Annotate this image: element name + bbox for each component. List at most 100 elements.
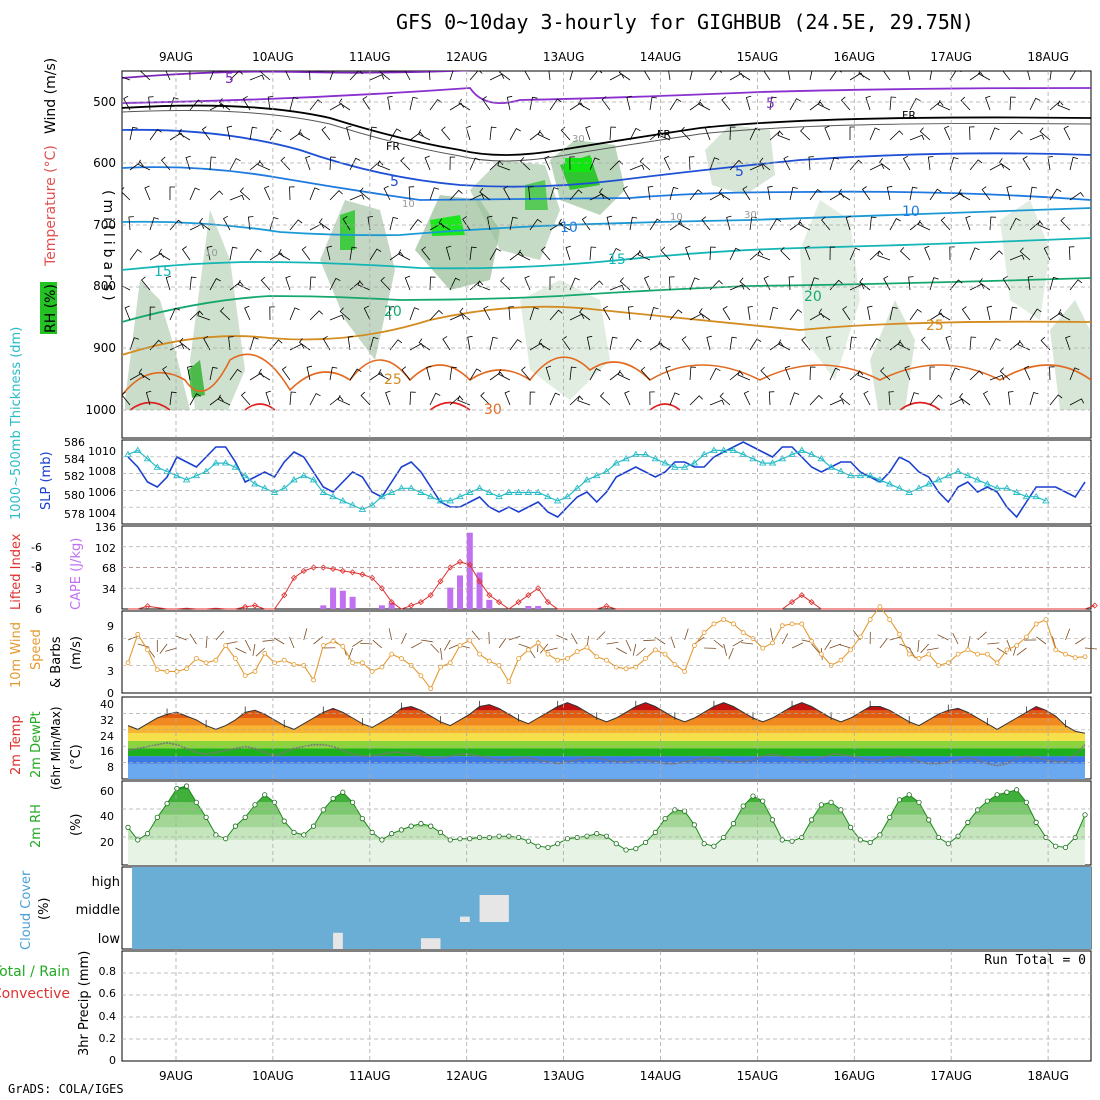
wind-speed-marker xyxy=(711,621,717,627)
thickness-marker xyxy=(192,471,201,479)
cape-bar xyxy=(535,605,542,609)
upper-wind-barb xyxy=(1019,247,1031,261)
upper-wind-barb xyxy=(726,215,732,231)
upper-wind-barb xyxy=(362,96,371,111)
upper-wind-barb xyxy=(937,99,951,111)
upper-wind-barb xyxy=(349,194,365,201)
upper-wind-barb xyxy=(629,164,645,171)
thickness-marker xyxy=(983,480,992,487)
upper-wind-barb xyxy=(908,276,914,291)
thickness-marker xyxy=(456,492,464,500)
rh-marker xyxy=(740,803,746,809)
upper-wind-barb xyxy=(578,98,591,111)
thickness-marker xyxy=(876,476,884,483)
upper-wind-barb xyxy=(367,216,373,231)
wind-speed-marker xyxy=(994,660,1000,666)
upper-wind-barb xyxy=(449,102,465,111)
cape-bar xyxy=(339,590,346,609)
slp-tick: 1010 xyxy=(88,445,116,458)
upper-wind-barb xyxy=(949,246,955,261)
upper-wind-barb xyxy=(769,306,779,321)
upper-wind-barb xyxy=(849,126,855,140)
upper-wind-barb xyxy=(629,216,638,231)
upper-wind-barb xyxy=(589,71,603,81)
rh-marker xyxy=(389,831,395,837)
date-label-bottom: 11AUG xyxy=(349,1069,391,1083)
thickness-marker xyxy=(544,492,552,500)
wind-speed-marker xyxy=(731,621,736,627)
upper-wind-barb xyxy=(129,161,144,171)
freezing-level-label: FR xyxy=(657,128,671,141)
upper-wind-barb xyxy=(369,372,384,381)
upper-wind-barb xyxy=(429,222,445,231)
li-marker xyxy=(417,599,425,606)
temp-title-2: 2m DewPt xyxy=(29,711,44,778)
cape-tick: 102 xyxy=(95,542,116,555)
upper-wind-barb xyxy=(289,186,295,201)
upper-wind-barb xyxy=(1029,186,1037,201)
upper-wind-barb xyxy=(867,305,873,321)
wind-speed-marker xyxy=(145,647,150,653)
upper-wind-barb xyxy=(258,368,271,381)
upper-wind-barb xyxy=(249,248,262,261)
rh-marker xyxy=(418,821,424,827)
precip-title-convective: Convective xyxy=(0,986,70,1002)
upper-wind-barb xyxy=(929,101,944,111)
wind-speed-marker xyxy=(740,630,746,635)
rh-marker xyxy=(144,831,151,837)
rh-marker xyxy=(965,819,971,825)
wind-barb xyxy=(732,639,744,647)
li-marker xyxy=(242,603,249,610)
temperature-contours xyxy=(122,71,1091,411)
upper-wind-barb xyxy=(678,219,691,231)
upper-wind-barb xyxy=(269,128,282,141)
rh-marker xyxy=(271,799,278,805)
rh-marker xyxy=(379,837,385,843)
cape-bar xyxy=(447,587,454,609)
upper-wind-barb xyxy=(824,125,831,141)
upper-wind-barb xyxy=(285,275,291,291)
rh-marker xyxy=(838,807,844,813)
li-marker xyxy=(456,558,464,566)
rh-marker xyxy=(711,843,717,849)
upper-wind-barb xyxy=(229,157,241,171)
upper-wind-barb xyxy=(959,392,971,406)
upper-wind-barb xyxy=(565,245,571,261)
contour-label-10: 10 xyxy=(902,204,920,220)
thickness-marker xyxy=(739,450,748,458)
upper-wind-barb xyxy=(389,251,404,261)
li-marker xyxy=(251,602,259,609)
wind-axis-title: Wind (m/s) xyxy=(43,58,59,134)
wind-speed-marker xyxy=(281,657,287,663)
upper-wind-barb xyxy=(429,276,436,291)
upper-wind-barb xyxy=(497,369,511,381)
rh-marker xyxy=(232,823,239,829)
upper-wind-barb xyxy=(757,250,771,261)
date-label-bottom: 12AUG xyxy=(446,1069,488,1083)
wind-speed-marker xyxy=(379,664,385,670)
upper-wind-barb xyxy=(145,390,152,406)
upper-wind-barb xyxy=(409,131,424,141)
wind-speed-marker xyxy=(809,638,814,644)
wind-barb xyxy=(352,639,363,647)
upper-wind-barb xyxy=(544,155,551,171)
upper-wind-barb xyxy=(449,366,457,381)
rh-marker xyxy=(789,838,795,844)
rh-marker xyxy=(848,824,854,830)
upper-wind-barb xyxy=(689,101,704,111)
li-marker xyxy=(515,599,522,606)
upper-wind-barb xyxy=(229,281,244,291)
upper-wind-barb xyxy=(1002,275,1011,291)
upper-wind-barb xyxy=(346,125,352,141)
thickness-marker xyxy=(426,492,435,500)
level-900-label: 900 xyxy=(93,341,116,355)
upper-wind-barb xyxy=(904,365,911,381)
rh-marker xyxy=(916,799,922,805)
upper-wind-barb xyxy=(886,185,893,201)
wind-speed-marker xyxy=(848,647,854,653)
thickness-marker xyxy=(436,497,445,504)
upper-wind-barb xyxy=(149,306,156,321)
rh-marker xyxy=(750,793,756,799)
upper-wind-barb xyxy=(169,307,181,321)
